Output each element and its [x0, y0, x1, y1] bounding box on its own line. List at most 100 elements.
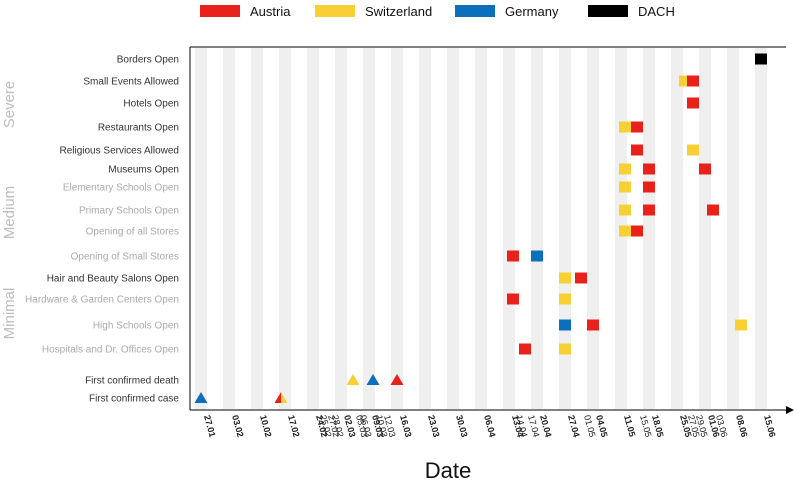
legend: Austria Switzerland Germany DACH	[200, 4, 675, 19]
event-marker-germany	[366, 374, 380, 385]
date-stripe	[559, 48, 571, 409]
event-marker-austria	[643, 181, 655, 193]
x-axis-title: Date	[425, 458, 471, 483]
event-marker-germany	[559, 319, 571, 331]
date-stripe	[223, 48, 235, 409]
x-tick-label: 10.02	[258, 414, 273, 438]
row-label: Primary Schools Open	[79, 206, 179, 217]
date-stripe	[447, 48, 459, 409]
row-label: High Schools Open	[93, 321, 179, 332]
severity-label-severe: Severe	[1, 81, 18, 129]
row-label: Opening of all Stores	[86, 227, 179, 238]
row-label: First confirmed case	[89, 394, 179, 405]
row-label: Restaurants Open	[98, 123, 179, 134]
date-stripe	[587, 48, 599, 409]
x-tick-label: 15.06	[762, 414, 777, 438]
row-label: Hotels Open	[123, 99, 179, 110]
severity-labels: Severe Medium Minimal	[1, 81, 18, 340]
x-tick-label: 16.03	[398, 414, 413, 438]
event-marker-austria	[707, 204, 719, 216]
event-marker-austria	[390, 374, 404, 385]
row-label: Borders Open	[117, 55, 179, 66]
event-marker-austria	[643, 204, 655, 216]
row-label: Religious Services Allowed	[59, 146, 179, 157]
x-tick-labels: 27.01 03.02 10.02 17.02 24.0225.0227.0228.02…	[202, 414, 777, 438]
event-marker-switzerland	[346, 374, 360, 385]
row-label: Opening of Small Stores	[71, 252, 179, 263]
legend-label-germany: Germany	[505, 4, 559, 19]
legend-label-switzerland: Switzerland	[365, 4, 432, 19]
event-marker-austria	[699, 163, 711, 175]
row-label: Hardware & Garden Centers Open	[25, 295, 179, 306]
date-stripe	[475, 48, 487, 409]
event-marker-switzerland	[619, 181, 631, 193]
x-tick-label: 17.02	[286, 414, 301, 438]
x-tick-label: 03.02	[230, 414, 245, 438]
row-label: Museums Open	[108, 165, 179, 176]
event-marker-switzerland	[687, 144, 699, 156]
plot-area	[189, 46, 794, 414]
x-tick-label: 23.03	[426, 414, 441, 438]
event-marker-switzerland	[559, 293, 571, 305]
event-marker-austria	[507, 293, 519, 305]
event-marker-austria	[274, 392, 281, 403]
event-marker-switzerland	[619, 204, 631, 216]
row-label: Small Events Allowed	[83, 77, 179, 88]
row-label: Hair and Beauty Salons Open	[47, 274, 179, 285]
date-stripe	[727, 48, 739, 409]
legend-swatch-germany	[455, 5, 495, 17]
x-tick-label: 08.06	[734, 414, 749, 438]
date-gridlines	[195, 48, 767, 409]
event-marker-austria	[643, 163, 655, 175]
event-marker-germany	[531, 250, 543, 262]
row-labels: Borders Open Small Events Allowed Hotels O…	[25, 55, 179, 405]
event-marker-switzerland	[559, 343, 571, 355]
event-marker-austria	[687, 75, 699, 87]
event-marker-switzerland	[679, 75, 691, 87]
x-axis-arrow	[786, 406, 794, 414]
event-marker-austria	[519, 343, 531, 355]
date-stripe	[531, 48, 543, 409]
date-stripe	[671, 48, 683, 409]
severity-label-medium: Medium	[1, 186, 18, 239]
legend-label-austria: Austria	[250, 4, 291, 19]
date-stripe	[307, 48, 319, 409]
event-marker-austria	[631, 225, 643, 237]
legend-swatch-switzerland	[315, 5, 355, 17]
date-stripe	[755, 48, 767, 409]
event-marker-austria	[575, 272, 587, 284]
row-label: Elementary Schools Open	[63, 183, 179, 194]
event-marker-austria	[507, 250, 519, 262]
row-label: First confirmed death	[85, 376, 179, 387]
x-tick-label: 27.01	[202, 414, 217, 438]
event-marker-switzerland	[735, 319, 747, 331]
date-stripe	[391, 48, 403, 409]
event-marker-switzerland	[619, 225, 631, 237]
legend-label-dach: DACH	[638, 4, 675, 19]
event-marker-austria	[631, 144, 643, 156]
date-stripe	[503, 48, 515, 409]
date-stripe	[699, 48, 711, 409]
event-marker-switzerland	[619, 163, 631, 175]
date-stripe	[251, 48, 263, 409]
event-marker-switzerland	[281, 392, 288, 403]
date-stripe	[643, 48, 655, 409]
date-stripe	[195, 48, 207, 409]
severity-label-minimal: Minimal	[1, 288, 18, 340]
event-marker-austria	[587, 319, 599, 331]
event-marker-austria	[631, 121, 643, 133]
row-label: Hospitals and Dr. Offices Open	[42, 345, 179, 356]
event-marker-dach	[755, 53, 767, 65]
date-stripe	[363, 48, 375, 409]
event-markers	[194, 53, 767, 403]
event-marker-germany	[194, 392, 208, 403]
legend-swatch-austria	[200, 5, 240, 17]
event-marker-switzerland	[559, 272, 571, 284]
x-tick-label: 11.05	[622, 414, 637, 438]
event-marker-switzerland	[619, 121, 631, 133]
x-tick-label: 06.04	[482, 414, 497, 438]
date-stripe	[419, 48, 431, 409]
legend-swatch-dach	[588, 5, 628, 17]
x-tick-label: 27.04	[566, 414, 581, 438]
